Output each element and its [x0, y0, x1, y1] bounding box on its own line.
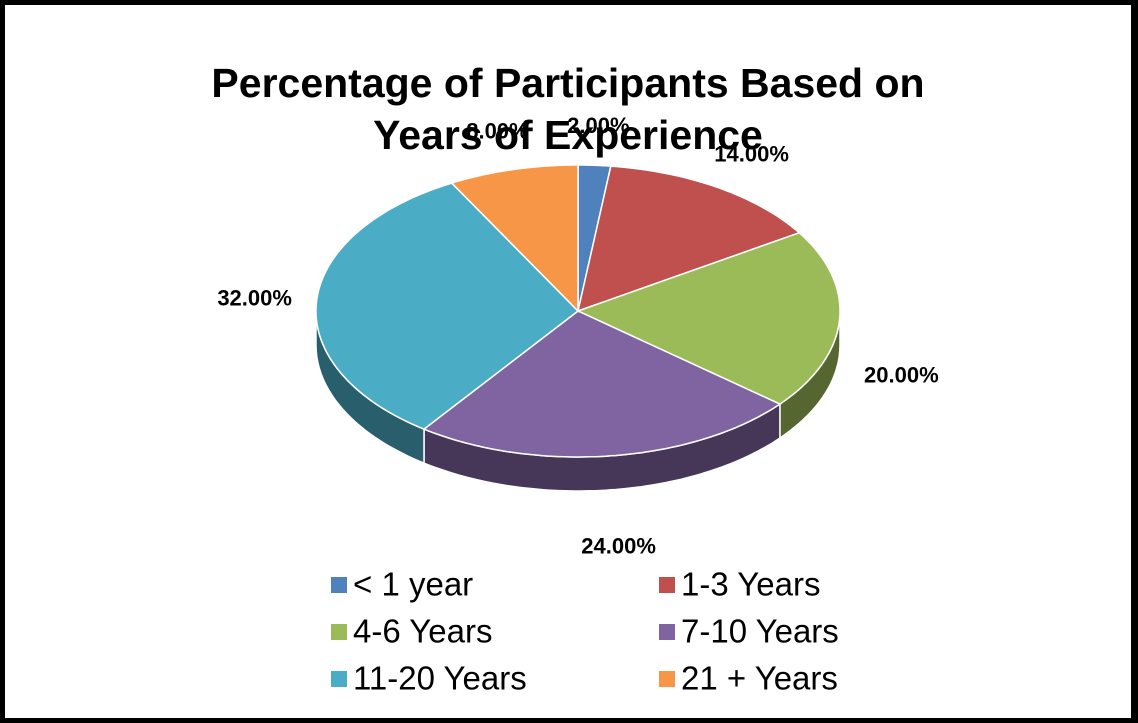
chart-title-box: Percentage of Participants Based on Year…: [5, 57, 1131, 161]
legend-label: 11-20 Years: [353, 660, 527, 697]
data-label: 20.00%: [864, 362, 939, 387]
legend-swatch: [331, 577, 347, 593]
chart-title: Percentage of Participants Based on Year…: [211, 60, 925, 158]
legend-swatch: [659, 624, 675, 640]
data-label: 2.00%: [567, 113, 629, 138]
legend-label: 1-3 Years: [681, 566, 820, 603]
data-label: 32.00%: [217, 285, 292, 310]
legend-label: < 1 year: [353, 566, 473, 603]
pie-slice: [576, 165, 801, 313]
legend-swatch: [331, 624, 347, 640]
legend-label: 21 + Years: [681, 660, 838, 697]
data-label: 14.00%: [714, 141, 789, 166]
pie-slice: [450, 164, 579, 313]
pie-slice: [315, 182, 580, 430]
legend-swatch: [331, 671, 347, 687]
pie-tops: [315, 164, 841, 458]
legend-swatch: [659, 577, 675, 593]
data-label: 8.00%: [466, 119, 528, 144]
legend-swatch: [659, 671, 675, 687]
pie-slice: [422, 310, 782, 458]
pie-slice: [576, 231, 841, 405]
legend-label: 4-6 Years: [353, 613, 492, 650]
data-label: 24.00%: [581, 533, 656, 558]
chart: 2.00% 14.00% 20.00% 24.00% 32.00% 8.00% < 1 ye…: [217, 113, 939, 697]
legend-label: 7-10 Years: [681, 613, 839, 650]
